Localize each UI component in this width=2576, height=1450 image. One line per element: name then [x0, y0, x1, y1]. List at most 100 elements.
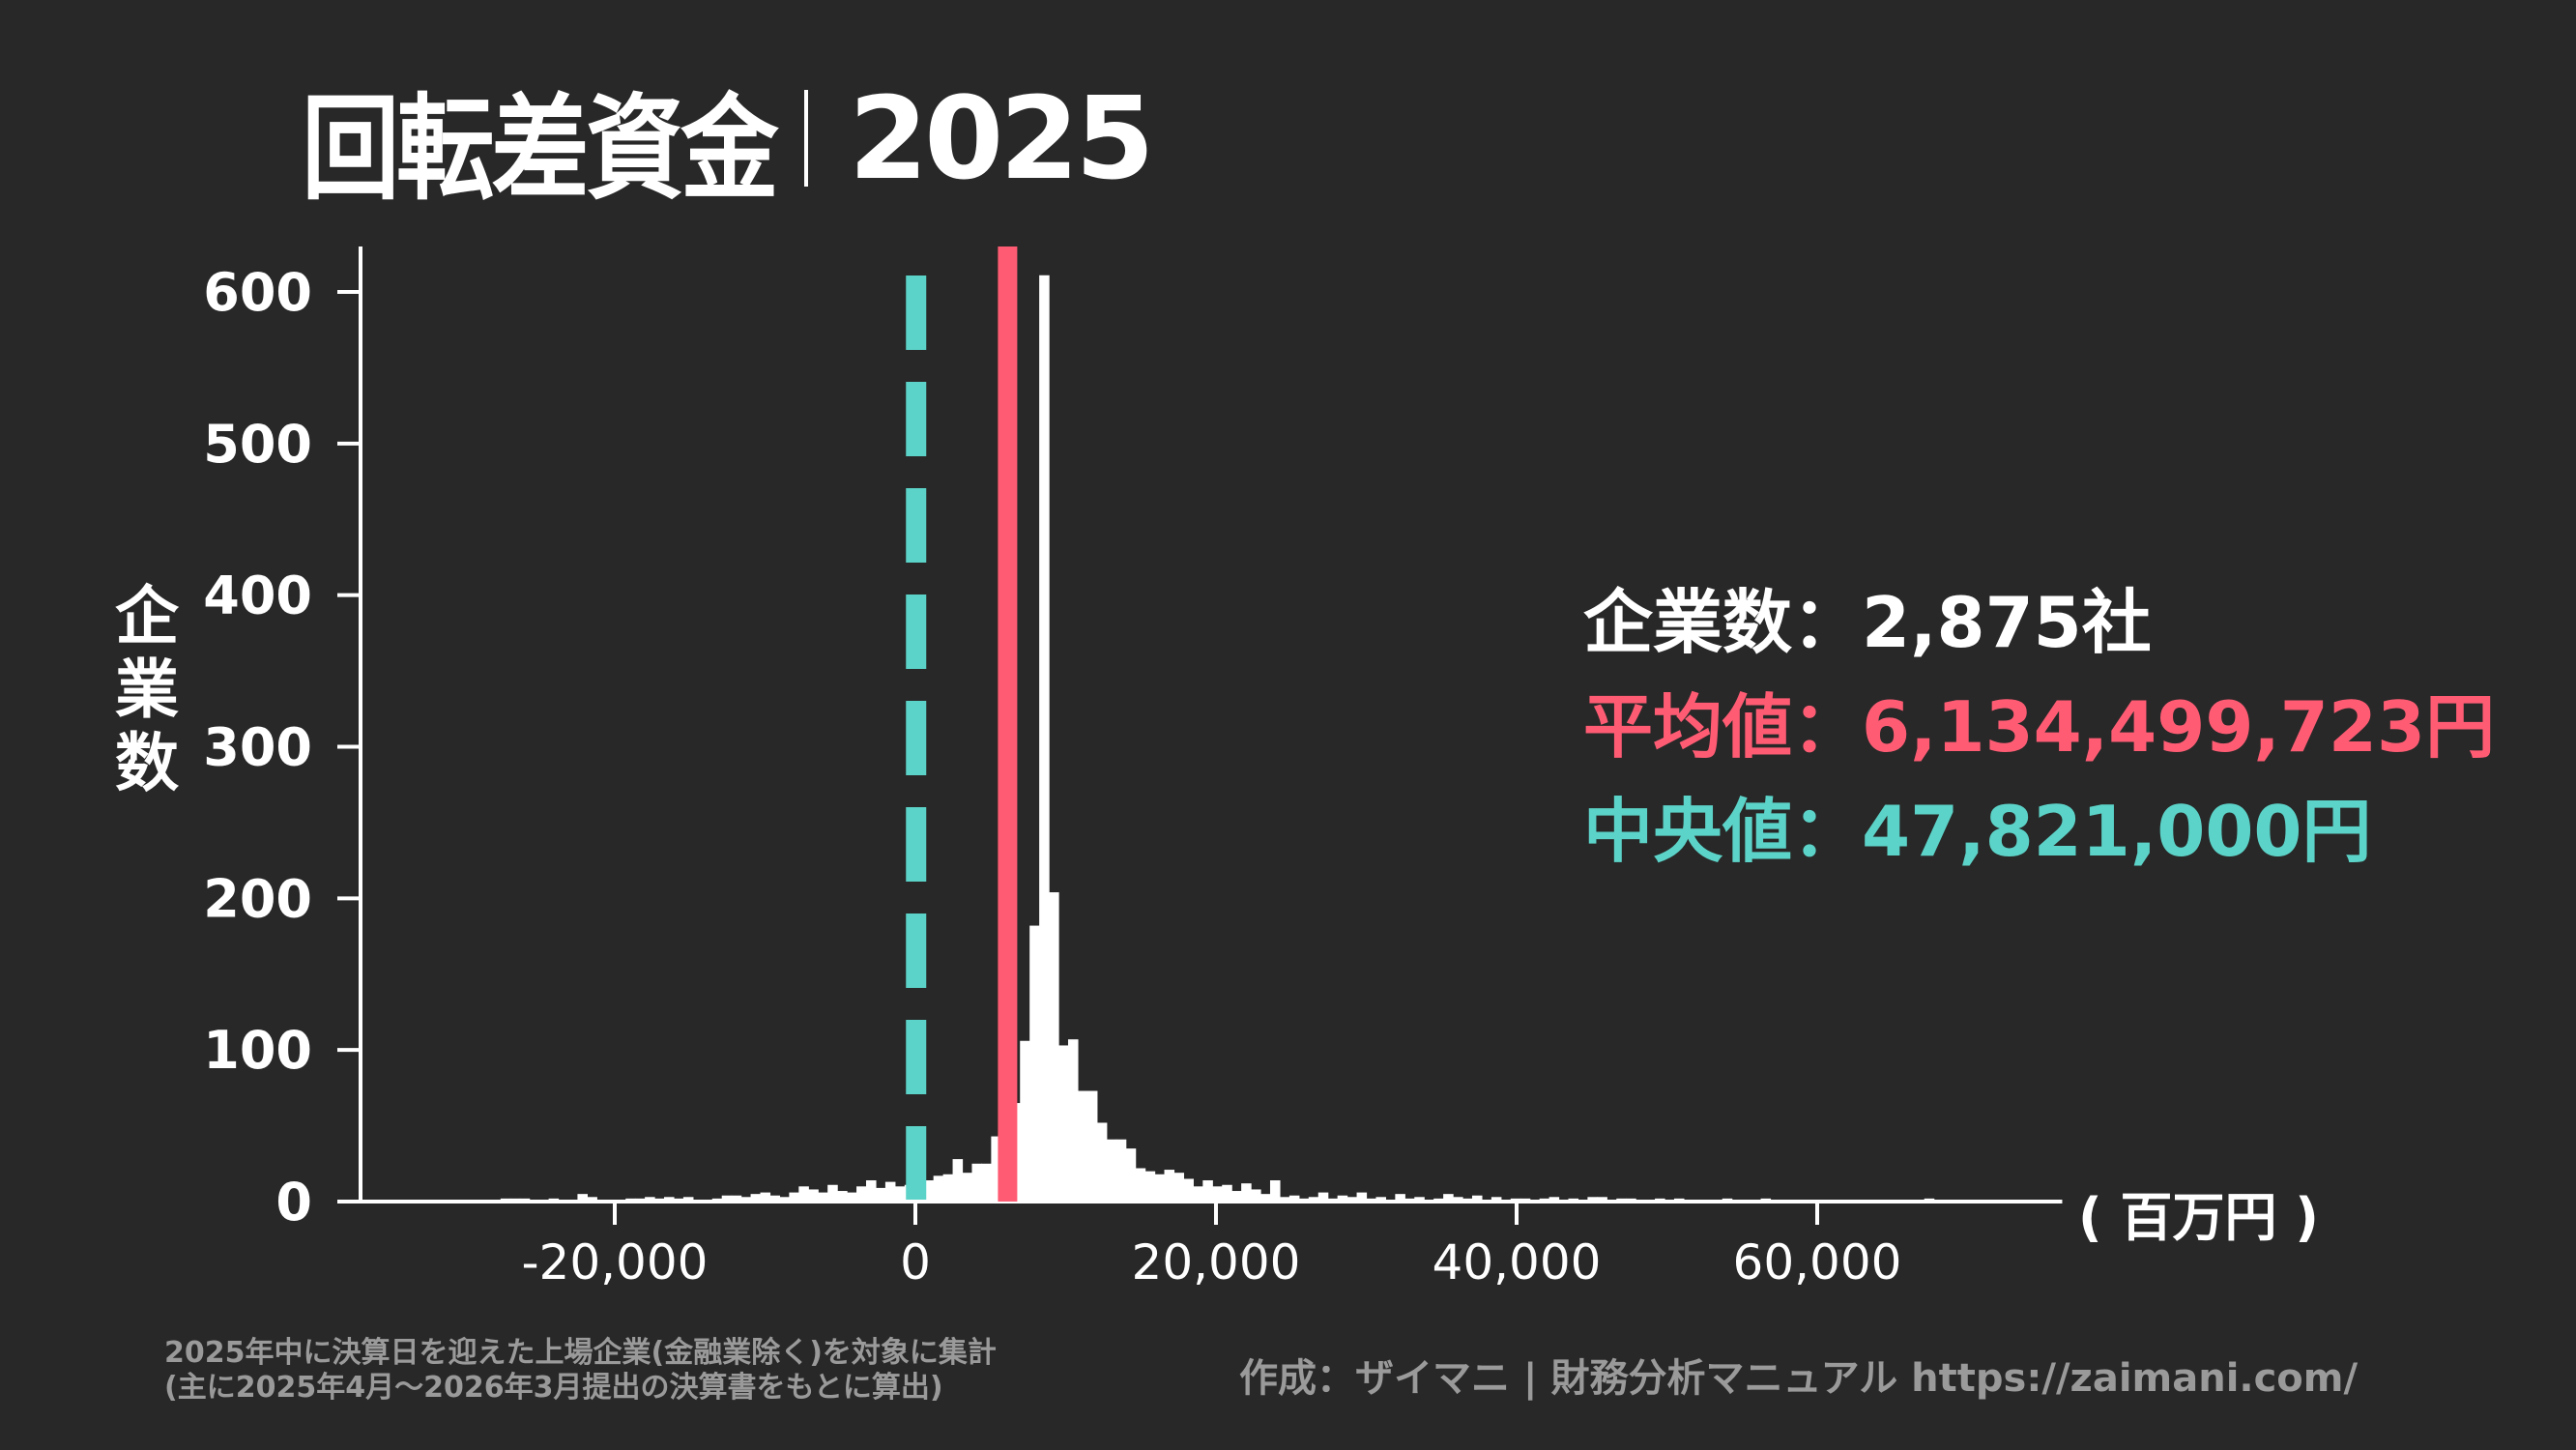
histogram-bar — [760, 1192, 771, 1202]
histogram-bar — [884, 1181, 896, 1202]
histogram-bar — [740, 1197, 752, 1202]
histogram-bar — [769, 1195, 781, 1202]
histogram-bar — [682, 1197, 694, 1202]
histogram-bar — [1039, 275, 1050, 1203]
stat-count-value: 2,875社 — [1862, 582, 2152, 663]
histogram-bar — [1443, 1194, 1454, 1202]
stat-mean: 平均値：6,134,499,723円 — [1583, 675, 2495, 779]
histogram-bar — [1231, 1191, 1242, 1202]
histogram-bar — [942, 1174, 954, 1202]
histogram-bar — [1471, 1195, 1483, 1202]
histogram-bar — [1106, 1139, 1117, 1202]
y-axis-label-char: 数 — [115, 726, 179, 800]
histogram-bar — [1597, 1197, 1607, 1202]
histogram-bar — [1202, 1180, 1213, 1202]
histogram-bar — [750, 1194, 762, 1202]
stat-separator: ： — [1792, 686, 1863, 768]
y-tick-label: 200 — [203, 868, 312, 929]
histogram-bar — [587, 1197, 597, 1202]
histogram-bar — [865, 1180, 877, 1202]
stat-median: 中央値：47,821,000円 — [1583, 779, 2495, 884]
histogram-bar — [1395, 1194, 1405, 1202]
stat-mean-value: 6,134,499,723円 — [1862, 686, 2496, 768]
histogram-bar — [1346, 1197, 1358, 1202]
stat-separator: ： — [1792, 791, 1863, 872]
histogram-bar — [808, 1189, 819, 1202]
stat-lines — [906, 246, 1018, 1202]
histogram-bar — [1251, 1189, 1261, 1202]
histogram-bar — [1067, 1039, 1079, 1202]
histogram-bar — [837, 1191, 848, 1202]
histogram-bar — [1414, 1197, 1425, 1202]
histogram-bar — [1096, 1122, 1108, 1202]
footnote: 2025年中に決算日を迎えた上場企業(金融業除く)を対象に集計 (主に2025年… — [164, 1336, 997, 1406]
credit: 作成：ザイマニ | 財務分析マニュアル https://zaimani.com/ — [1239, 1356, 2359, 1401]
histogram-bar — [1453, 1197, 1463, 1202]
x-tick-label: -20,000 — [522, 1234, 709, 1290]
histogram-bar — [1222, 1184, 1232, 1202]
histogram-bar — [1317, 1192, 1329, 1202]
x-tick-label: 20,000 — [1132, 1234, 1301, 1290]
histogram-bar — [1173, 1173, 1185, 1202]
stat-median-label: 中央値 — [1583, 791, 1793, 872]
histogram-bar — [1183, 1178, 1194, 1202]
histogram-bar — [981, 1163, 992, 1202]
y-tick-label: 600 — [203, 262, 312, 323]
stats-panel: 企業数：2,875社 平均値：6,134,499,723円 中央値：47,821… — [1583, 570, 2495, 884]
stat-median-value: 47,821,000円 — [1862, 791, 2372, 872]
histogram-bar — [1154, 1174, 1166, 1202]
histogram-bar — [818, 1192, 828, 1202]
histogram-bar — [1020, 1040, 1030, 1202]
histogram-bar — [933, 1175, 944, 1202]
histogram-bar — [1086, 1090, 1098, 1202]
histogram-bar — [1115, 1139, 1127, 1202]
histogram-bar — [798, 1186, 809, 1202]
histogram-bar — [1125, 1148, 1137, 1202]
histogram-bar — [962, 1173, 973, 1202]
histogram-bar — [875, 1187, 886, 1202]
stat-count: 企業数：2,875社 — [1583, 570, 2495, 675]
stat-count-label: 企業数 — [1583, 582, 1793, 663]
histogram-bar — [779, 1197, 790, 1202]
histogram-bar — [1337, 1195, 1348, 1202]
histogram-bar — [827, 1184, 838, 1202]
histogram-bar — [991, 1136, 1001, 1202]
histogram-bar — [1049, 892, 1059, 1202]
histogram-bar — [789, 1192, 799, 1202]
histogram-bar — [1193, 1186, 1203, 1202]
histogram-bar — [1260, 1194, 1271, 1202]
x-tick-label: 60,000 — [1733, 1234, 1902, 1290]
histogram-bar — [971, 1163, 983, 1202]
histogram-bar — [1212, 1186, 1223, 1202]
stat-mean-label: 平均値 — [1583, 686, 1793, 768]
histogram-bar — [1029, 925, 1040, 1202]
title-year: 2025 — [849, 72, 1154, 205]
histogram-bar — [1135, 1168, 1146, 1202]
histogram-bar — [1491, 1197, 1502, 1202]
axes: 0 100 200 300 400 500 600 -20,000 0 20,000 40,000 6… — [203, 246, 2063, 1290]
footnote-line-1: 2025年中に決算日を迎えた上場企業(金融業除く)を対象に集計 — [164, 1336, 997, 1370]
y-axis-label: 企 業 数 — [108, 580, 186, 800]
y-axis-label-char: 企 — [115, 579, 179, 653]
histogram-bar — [1587, 1197, 1598, 1202]
histogram-bar — [1548, 1197, 1560, 1202]
histogram-bar — [721, 1195, 733, 1202]
histogram-bar — [1077, 1090, 1088, 1202]
x-axis-unit-label: ( 百万円 ) — [2078, 1187, 2319, 1248]
histogram-bar — [1375, 1197, 1387, 1202]
chart-title: 回転差資金 2025 — [302, 72, 1154, 216]
histogram-bar — [894, 1186, 906, 1202]
stat-separator: ： — [1792, 582, 1863, 663]
y-tick-label: 500 — [203, 414, 312, 475]
histogram-bar — [731, 1195, 742, 1202]
histogram-bar — [847, 1192, 857, 1202]
histogram-bar — [952, 1159, 964, 1202]
histogram-bar — [577, 1194, 588, 1202]
histogram-bar — [1308, 1197, 1319, 1202]
x-tick-label: 40,000 — [1433, 1234, 1602, 1290]
y-tick-label: 400 — [203, 566, 312, 626]
histogram-bar — [1241, 1183, 1252, 1202]
histogram-bar — [1144, 1171, 1156, 1202]
histogram-bar — [1269, 1180, 1281, 1202]
histogram-bar — [1288, 1195, 1300, 1202]
